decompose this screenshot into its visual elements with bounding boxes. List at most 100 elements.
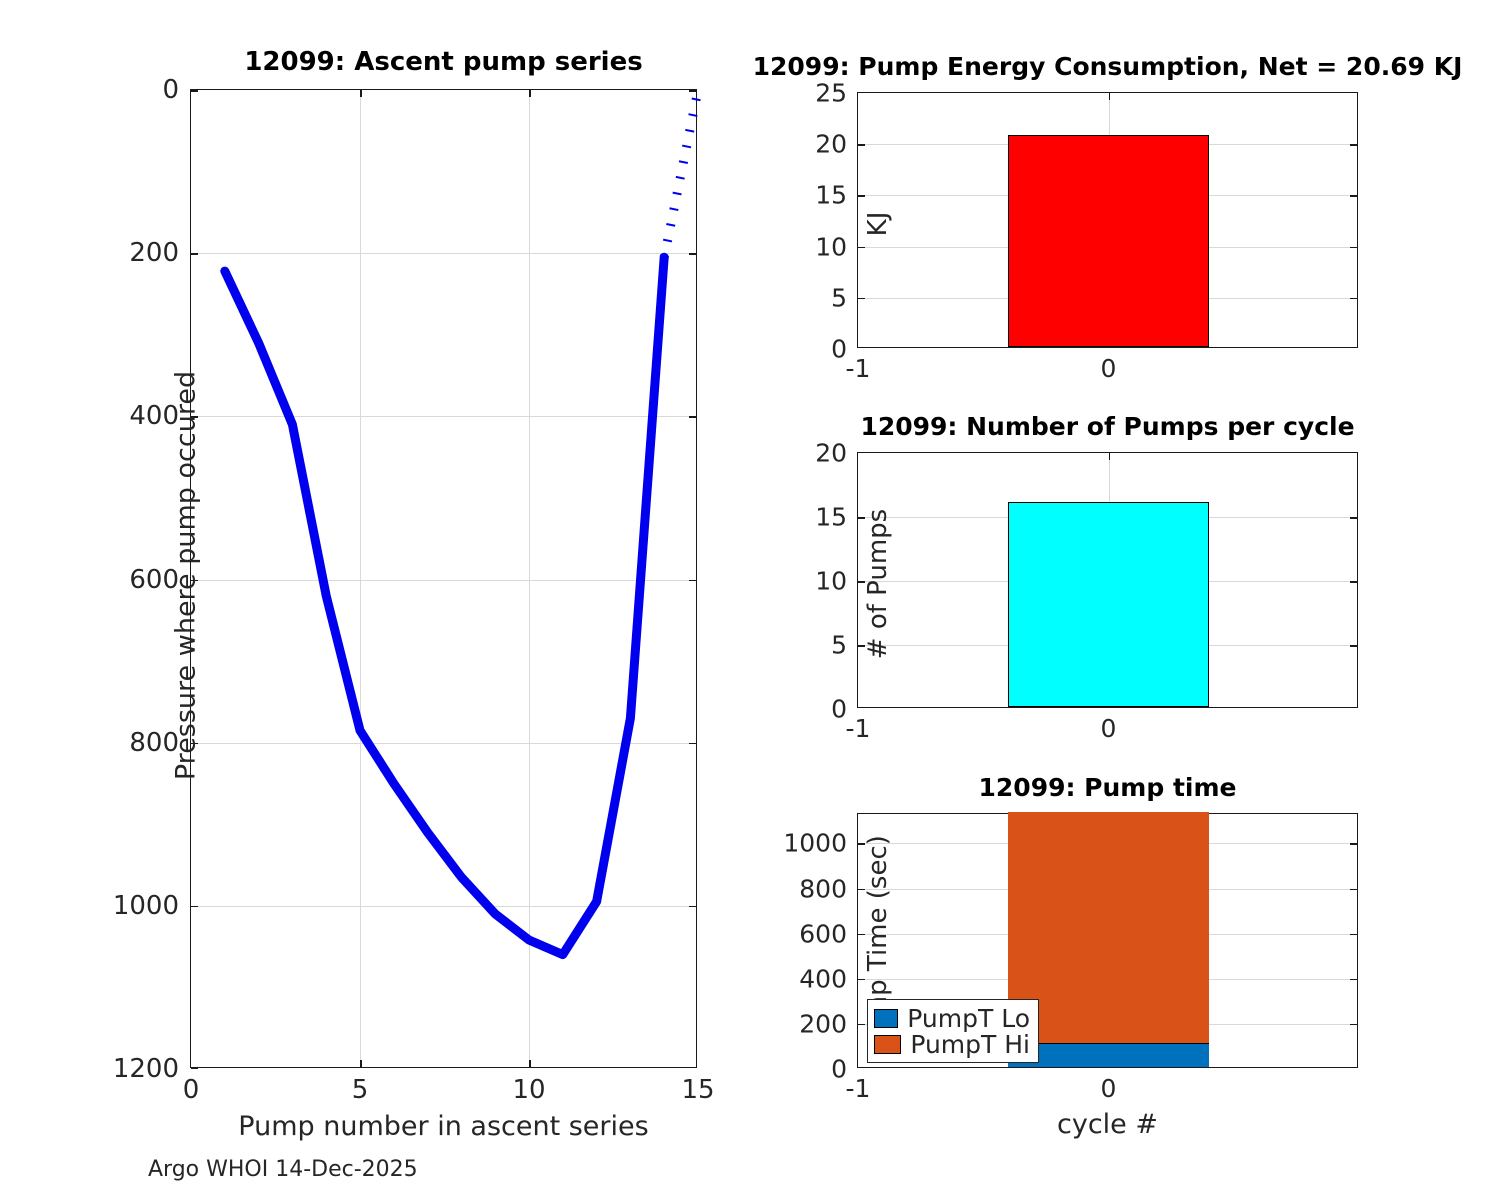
ytick-label-pumps-0: 0 xyxy=(831,694,847,724)
ytick-time-200 xyxy=(858,1023,865,1026)
ytick-time-right-400 xyxy=(1350,978,1357,981)
ytick-label-600: 600 xyxy=(129,564,179,595)
ytick-time-600 xyxy=(858,933,865,936)
ytick-time-400 xyxy=(858,978,865,981)
ytick-label-pumps-5: 5 xyxy=(831,630,847,660)
ascent-pump-series-ylabel: Pressure where pump occured xyxy=(170,370,202,781)
ytick-label-time-200: 200 xyxy=(799,1009,847,1039)
ytick-right-600 xyxy=(689,579,696,581)
ytick-label-kj-10: 10 xyxy=(815,232,847,262)
axes-ascent-pump-series: 12099: Ascent pump series xyxy=(113,47,715,1142)
ytick-right-800 xyxy=(689,742,696,745)
final-pump-dotted-line xyxy=(659,89,703,259)
ytick-pumps-right-15 xyxy=(1350,517,1357,519)
number-of-pumps-title: 12099: Number of Pumps per cycle xyxy=(860,412,1355,441)
xtick-label-10: 10 xyxy=(512,1075,546,1105)
pump-time-ylabel: Pump Time (sec) xyxy=(863,835,893,1053)
ytick-kj-right-10 xyxy=(1350,246,1357,249)
legend-swatch-pumpt-lo xyxy=(874,1008,899,1028)
xtick-label-time-0: 0 xyxy=(1100,1074,1117,1103)
ytick-pumps-right-10 xyxy=(1350,581,1357,583)
axes-pump-energy-consumption: 12099: Pump Energy Consumption, Net = 20… xyxy=(753,52,1463,383)
ytick-label-time-1000: 1000 xyxy=(783,828,847,858)
ytick-label-time-800: 800 xyxy=(799,874,847,903)
ytick-pumps-5 xyxy=(858,645,865,647)
ytick-kj-right-15 xyxy=(1350,195,1357,197)
ytick-label-time-0: 0 xyxy=(831,1054,847,1084)
ytick-kj-right-5 xyxy=(1350,297,1357,300)
xtick-kj-top-0 xyxy=(1108,93,1110,100)
ytick-label-pumps-15: 15 xyxy=(815,502,847,532)
number-of-pumps-ylabel: # of Pumps xyxy=(863,508,893,660)
gridline-y-400 xyxy=(191,416,696,418)
pump-pressure-solid-line xyxy=(220,252,669,960)
ytick-label-200: 200 xyxy=(129,238,179,269)
figure-footer: Argo WHOI 14-Dec-2025 xyxy=(148,1157,418,1182)
xtick-label-pumps-minus1: -1 xyxy=(845,714,871,743)
gridline-x-10 xyxy=(529,90,530,1067)
ytick-right-0 xyxy=(689,90,696,92)
ytick-label-pumps-20: 20 xyxy=(815,438,847,468)
ytick-0 xyxy=(191,90,198,92)
ytick-label-kj-20: 20 xyxy=(815,129,847,159)
legend-entry-pumpt-hi[interactable]: PumpT Hi xyxy=(874,1031,1030,1057)
bar-number-of-pumps xyxy=(1008,502,1209,707)
xtick-label-kj-minus1: -1 xyxy=(845,354,871,383)
xtick-pumps-top-0 xyxy=(1108,453,1110,460)
ytick-kj-20 xyxy=(858,144,865,146)
ytick-label-pumps-10: 10 xyxy=(815,566,847,596)
xtick-label-pumps-0: 0 xyxy=(1100,714,1117,743)
ytick-pumps-15 xyxy=(858,517,865,519)
gridline-x-5 xyxy=(360,90,361,1067)
ytick-label-kj-0: 0 xyxy=(831,334,847,364)
ytick-time-right-600 xyxy=(1350,933,1357,936)
gridline-y-1000 xyxy=(191,905,696,907)
ytick-right-400 xyxy=(689,416,696,418)
ytick-time-right-200 xyxy=(1350,1023,1357,1026)
ytick-label-0: 0 xyxy=(162,75,179,105)
ytick-pumps-10 xyxy=(858,581,865,583)
ytick-time-right-800 xyxy=(1350,888,1357,890)
legend-label-pumpt-lo: PumpT Lo xyxy=(907,1003,1030,1033)
axes-number-of-pumps: 12099: Number of Pumps per cycle 0 5 10 … xyxy=(815,412,1358,743)
xtick-label-5: 5 xyxy=(351,1075,369,1105)
xtick-label-time-minus1: -1 xyxy=(845,1074,871,1103)
xtick-top-10 xyxy=(529,90,531,97)
ytick-label-400: 400 xyxy=(129,401,179,432)
ytick-1000 xyxy=(191,905,198,908)
xtick-5 xyxy=(360,1060,362,1067)
xtick-top-5 xyxy=(360,90,362,97)
xtick-label-kj-0: 0 xyxy=(1100,354,1117,383)
ytick-label-time-600: 600 xyxy=(799,919,847,949)
ytick-800 xyxy=(191,742,198,745)
legend-entry-pumpt-lo[interactable]: PumpT Lo xyxy=(874,1005,1030,1031)
ytick-label-kj-15: 15 xyxy=(815,180,847,210)
ytick-label-kj-5: 5 xyxy=(831,283,847,313)
ytick-time-1000 xyxy=(858,843,865,845)
xtick-label-0: 0 xyxy=(182,1075,200,1105)
ytick-kj-10 xyxy=(858,246,865,249)
gridline-y-600 xyxy=(191,579,696,581)
ytick-label-time-400: 400 xyxy=(799,964,847,994)
ytick-label-800: 800 xyxy=(129,727,179,758)
ytick-right-200 xyxy=(689,253,696,255)
legend-label-pumpt-hi: PumpT Hi xyxy=(910,1029,1030,1059)
ytick-label-kj-25: 25 xyxy=(815,78,847,108)
bar-pumpt-lo xyxy=(1008,1044,1209,1067)
ytick-time-right-1000 xyxy=(1350,843,1357,845)
ytick-label-1000: 1000 xyxy=(112,890,179,921)
ascent-pump-series-xlabel: Pump number in ascent series xyxy=(238,1111,649,1142)
ytick-kj-15 xyxy=(858,195,865,197)
gridline-y-200 xyxy=(191,253,696,255)
legend-swatch-pumpt-hi xyxy=(874,1034,902,1054)
ytick-right-1000 xyxy=(689,905,696,908)
bar-pumpt-hi xyxy=(1008,812,1209,1045)
pump-time-xlabel: cycle # xyxy=(1057,1109,1158,1140)
pump-time-legend[interactable]: PumpT Lo PumpT Hi xyxy=(867,999,1039,1063)
ytick-600 xyxy=(191,579,198,581)
axes-pump-time: 12099: Pump time 0 200 400 600 800 1000 … xyxy=(783,773,1358,1140)
pump-energy-title: 12099: Pump Energy Consumption, Net = 20… xyxy=(752,52,1463,81)
gridline-y-800 xyxy=(191,742,696,744)
ascent-pump-series-title: 12099: Ascent pump series xyxy=(244,47,643,77)
